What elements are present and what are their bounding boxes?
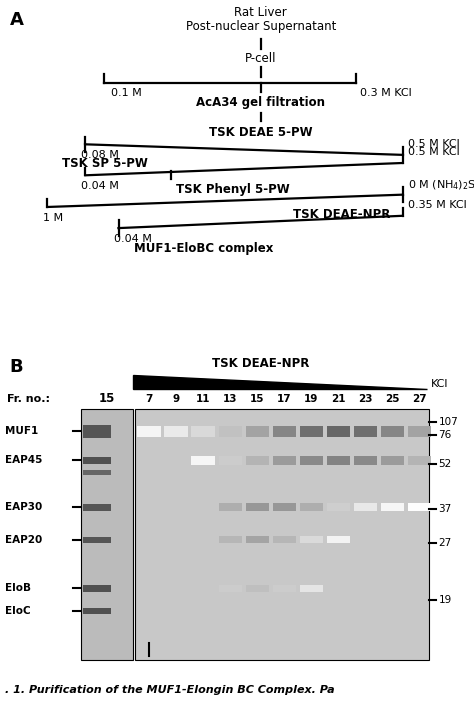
Text: TSK SP 5-PW: TSK SP 5-PW bbox=[62, 157, 147, 170]
Text: 0.35 M KCl: 0.35 M KCl bbox=[408, 200, 466, 210]
Text: 0.1 M: 0.1 M bbox=[111, 88, 142, 99]
Text: KCl: KCl bbox=[431, 379, 449, 389]
Text: 0 M (NH$_4$)$_2$SO$_4$: 0 M (NH$_4$)$_2$SO$_4$ bbox=[408, 178, 474, 191]
Bar bbox=[83, 504, 111, 510]
Text: 0.5 M KCl: 0.5 M KCl bbox=[408, 147, 459, 158]
Text: EloC: EloC bbox=[5, 606, 30, 616]
Bar bbox=[135, 408, 429, 660]
Text: AcA34 gel filtration: AcA34 gel filtration bbox=[196, 96, 325, 108]
Polygon shape bbox=[133, 375, 427, 389]
Text: 17: 17 bbox=[277, 394, 292, 404]
Bar bbox=[273, 503, 296, 512]
Text: TSK DEAE-NPR: TSK DEAE-NPR bbox=[292, 208, 390, 220]
Bar bbox=[219, 585, 242, 591]
Bar bbox=[83, 608, 111, 615]
Text: 0.04 M: 0.04 M bbox=[114, 234, 152, 244]
Text: 52: 52 bbox=[438, 459, 452, 469]
Bar bbox=[83, 585, 111, 591]
Text: 0.04 M: 0.04 M bbox=[81, 181, 118, 191]
Bar bbox=[191, 455, 215, 465]
Text: Fr. no.:: Fr. no.: bbox=[7, 394, 50, 404]
Text: 27: 27 bbox=[412, 394, 427, 404]
Text: 25: 25 bbox=[385, 394, 400, 404]
Text: 9: 9 bbox=[173, 394, 180, 404]
Bar bbox=[83, 433, 111, 438]
Bar bbox=[83, 536, 111, 543]
Bar bbox=[219, 536, 242, 543]
Bar bbox=[273, 455, 296, 465]
Bar bbox=[381, 426, 404, 437]
Bar bbox=[408, 426, 431, 437]
Text: 15: 15 bbox=[99, 392, 115, 406]
Bar bbox=[219, 455, 242, 465]
Bar bbox=[83, 425, 111, 430]
Text: 0.5 M KCl: 0.5 M KCl bbox=[408, 139, 459, 149]
Bar bbox=[300, 536, 323, 543]
Text: EAP30: EAP30 bbox=[5, 503, 42, 513]
Bar bbox=[137, 426, 161, 437]
Bar bbox=[327, 503, 350, 512]
Bar bbox=[246, 503, 269, 512]
Bar bbox=[381, 503, 404, 512]
Text: 15: 15 bbox=[250, 394, 264, 404]
Text: 19: 19 bbox=[438, 595, 452, 605]
Bar bbox=[381, 455, 404, 465]
Bar bbox=[273, 585, 296, 591]
Bar bbox=[246, 426, 269, 437]
Text: 23: 23 bbox=[358, 394, 373, 404]
Text: 0.3 M KCl: 0.3 M KCl bbox=[360, 88, 412, 99]
Text: EloB: EloB bbox=[5, 584, 31, 593]
Text: 0.08 M: 0.08 M bbox=[81, 150, 118, 160]
Bar bbox=[246, 455, 269, 465]
Bar bbox=[273, 536, 296, 543]
Bar bbox=[81, 408, 133, 660]
Text: 11: 11 bbox=[196, 394, 210, 404]
Text: TSK Phenyl 5-PW: TSK Phenyl 5-PW bbox=[176, 183, 289, 196]
Bar bbox=[354, 503, 377, 512]
Text: 7: 7 bbox=[146, 394, 153, 404]
Text: . 1. Purification of the MUF1-Elongin BC Complex. Pa: . 1. Purification of the MUF1-Elongin BC… bbox=[5, 685, 334, 695]
Bar bbox=[164, 426, 188, 437]
Text: 19: 19 bbox=[304, 394, 319, 404]
Bar bbox=[408, 503, 431, 512]
Text: MUF1-EloBC complex: MUF1-EloBC complex bbox=[134, 242, 273, 255]
Text: EAP20: EAP20 bbox=[5, 535, 42, 545]
Bar bbox=[83, 458, 111, 464]
Bar bbox=[219, 503, 242, 512]
Text: 37: 37 bbox=[438, 504, 452, 514]
Text: TSK DEAE-NPR: TSK DEAE-NPR bbox=[212, 357, 310, 370]
Bar bbox=[273, 426, 296, 437]
Text: 13: 13 bbox=[223, 394, 237, 404]
Bar bbox=[219, 426, 242, 437]
Text: 107: 107 bbox=[438, 417, 458, 427]
Text: MUF1: MUF1 bbox=[5, 427, 38, 436]
Bar bbox=[300, 455, 323, 465]
Bar bbox=[191, 426, 215, 437]
Text: 21: 21 bbox=[331, 394, 346, 404]
Text: 76: 76 bbox=[438, 429, 452, 439]
Bar bbox=[300, 426, 323, 437]
Text: A: A bbox=[9, 11, 23, 29]
Bar bbox=[246, 536, 269, 543]
Bar bbox=[327, 536, 350, 543]
Text: EAP45: EAP45 bbox=[5, 455, 42, 465]
Bar bbox=[354, 455, 377, 465]
Bar bbox=[83, 470, 111, 475]
Bar bbox=[300, 503, 323, 512]
Text: P-cell: P-cell bbox=[245, 51, 276, 65]
Bar bbox=[327, 426, 350, 437]
Bar bbox=[300, 585, 323, 591]
Text: B: B bbox=[9, 358, 23, 377]
Text: 27: 27 bbox=[438, 538, 452, 548]
Text: 1 M: 1 M bbox=[43, 213, 63, 222]
Text: TSK DEAE 5-PW: TSK DEAE 5-PW bbox=[209, 125, 312, 139]
Bar bbox=[354, 426, 377, 437]
Text: Post-nuclear Supernatant: Post-nuclear Supernatant bbox=[185, 20, 336, 33]
Bar bbox=[327, 455, 350, 465]
Bar bbox=[408, 455, 431, 465]
Bar bbox=[246, 585, 269, 591]
Bar bbox=[83, 429, 111, 434]
Text: Rat Liver: Rat Liver bbox=[234, 6, 287, 19]
